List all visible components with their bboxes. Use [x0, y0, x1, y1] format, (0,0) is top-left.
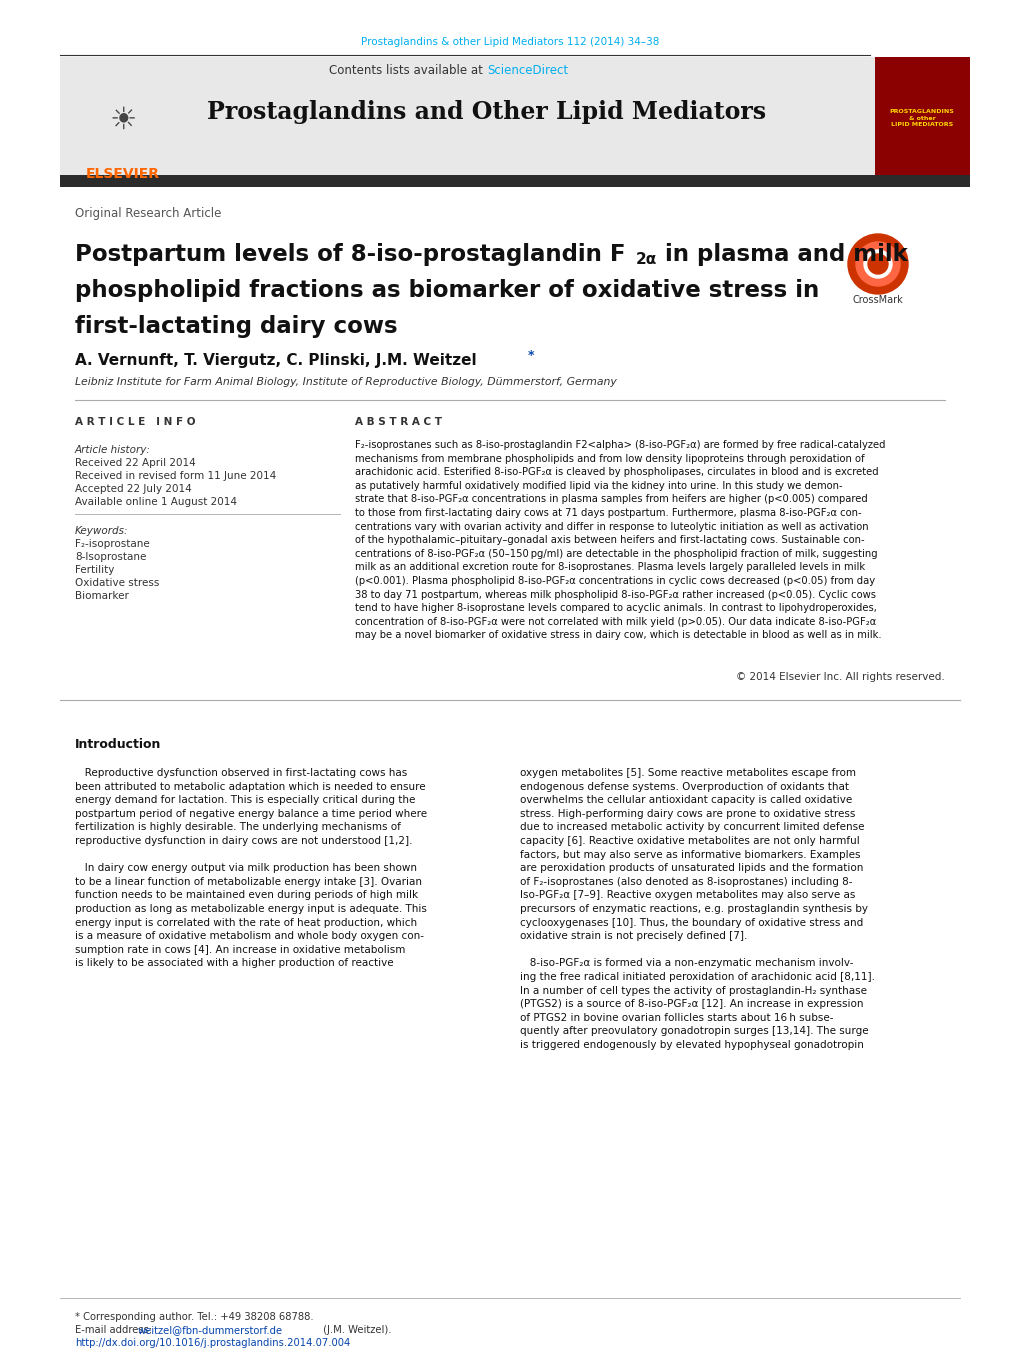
Text: ScienceDirect: ScienceDirect — [486, 63, 568, 77]
Text: 2α: 2α — [636, 253, 656, 267]
Text: phospholipid fractions as biomarker of oxidative stress in: phospholipid fractions as biomarker of o… — [75, 280, 818, 303]
Text: Contents lists available at: Contents lists available at — [329, 63, 486, 77]
Bar — [60, 57, 969, 176]
Text: ELSEVIER: ELSEVIER — [86, 168, 160, 181]
Text: Introduction: Introduction — [75, 738, 161, 751]
Text: in plasma and milk: in plasma and milk — [656, 243, 907, 266]
Text: A R T I C L E   I N F O: A R T I C L E I N F O — [75, 417, 196, 427]
Bar — [60, 176, 969, 186]
Text: PROSTAGLANDINS
& other
LIPID MEDIATORS: PROSTAGLANDINS & other LIPID MEDIATORS — [889, 109, 954, 127]
Text: F₂-isoprostane: F₂-isoprostane — [75, 539, 150, 549]
Text: Postpartum levels of 8-iso-prostaglandin F: Postpartum levels of 8-iso-prostaglandin… — [75, 243, 625, 266]
Text: Keywords:: Keywords: — [75, 526, 128, 536]
Text: F₂-isoprostanes such as 8-iso-prostaglandin F2<alpha> (8-iso-PGF₂α) are formed b: F₂-isoprostanes such as 8-iso-prostaglan… — [355, 440, 884, 640]
Text: Accepted 22 July 2014: Accepted 22 July 2014 — [75, 484, 192, 494]
Text: Prostaglandins and Other Lipid Mediators: Prostaglandins and Other Lipid Mediators — [207, 100, 766, 124]
Text: ☀: ☀ — [109, 105, 137, 135]
Text: Reproductive dysfunction observed in first-lactating cows has
been attributed to: Reproductive dysfunction observed in fir… — [75, 767, 427, 969]
Text: Received in revised form 11 June 2014: Received in revised form 11 June 2014 — [75, 471, 276, 481]
Text: Article history:: Article history: — [75, 444, 151, 455]
Text: Biomarker: Biomarker — [75, 590, 128, 601]
Bar — [874, 57, 969, 176]
Text: oxygen metabolites [5]. Some reactive metabolites escape from
endogenous defense: oxygen metabolites [5]. Some reactive me… — [520, 767, 874, 1050]
Text: (J.M. Weitzel).: (J.M. Weitzel). — [320, 1325, 391, 1335]
Text: E-mail address:: E-mail address: — [75, 1325, 155, 1335]
Circle shape — [867, 254, 888, 274]
Text: Oxidative stress: Oxidative stress — [75, 578, 159, 588]
Text: A B S T R A C T: A B S T R A C T — [355, 417, 441, 427]
Text: *: * — [528, 350, 534, 362]
Text: Received 22 April 2014: Received 22 April 2014 — [75, 458, 196, 467]
Text: weitzel@fbn-dummerstorf.de: weitzel@fbn-dummerstorf.de — [138, 1325, 283, 1335]
Text: Leibniz Institute for Farm Animal Biology, Institute of Reproductive Biology, Dü: Leibniz Institute for Farm Animal Biolog… — [75, 377, 616, 386]
Text: A. Vernunft, T. Viergutz, C. Plinski, J.M. Weitzel: A. Vernunft, T. Viergutz, C. Plinski, J.… — [75, 353, 476, 367]
Text: first-lactating dairy cows: first-lactating dairy cows — [75, 316, 397, 339]
Text: 8-Isoprostane: 8-Isoprostane — [75, 553, 147, 562]
Circle shape — [847, 234, 907, 295]
Text: Prostaglandins & other Lipid Mediators 112 (2014) 34–38: Prostaglandins & other Lipid Mediators 1… — [361, 36, 658, 47]
Text: Fertility: Fertility — [75, 565, 114, 576]
Circle shape — [863, 250, 892, 278]
Text: * Corresponding author. Tel.: +49 38208 68788.: * Corresponding author. Tel.: +49 38208 … — [75, 1312, 313, 1323]
Text: Original Research Article: Original Research Article — [75, 208, 221, 220]
Text: Available online 1 August 2014: Available online 1 August 2014 — [75, 497, 236, 507]
Circle shape — [855, 242, 899, 286]
Text: © 2014 Elsevier Inc. All rights reserved.: © 2014 Elsevier Inc. All rights reserved… — [736, 671, 944, 682]
Text: http://dx.doi.org/10.1016/j.prostaglandins.2014.07.004: http://dx.doi.org/10.1016/j.prostaglandi… — [75, 1337, 350, 1348]
Text: CrossMark: CrossMark — [852, 295, 903, 305]
